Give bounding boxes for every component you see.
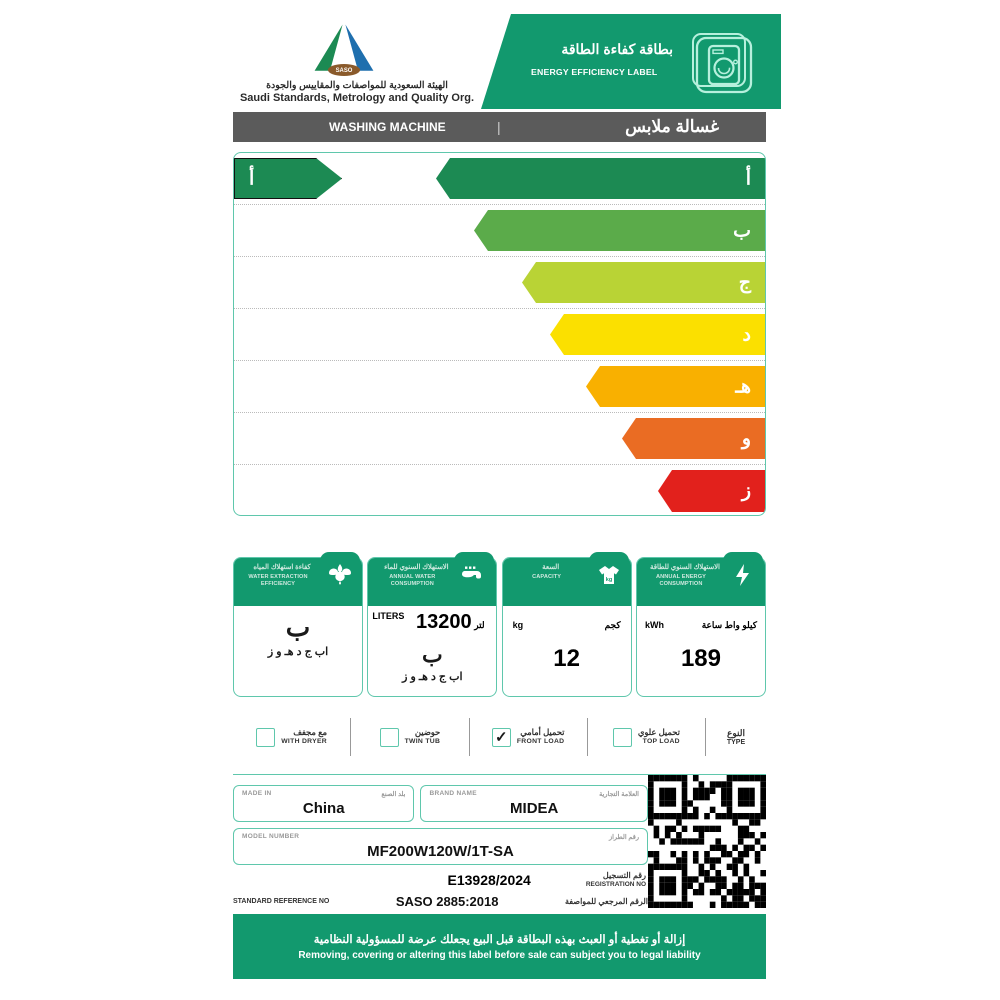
svg-text:kg: kg	[605, 577, 611, 583]
svg-text:SASO: SASO	[336, 68, 353, 74]
